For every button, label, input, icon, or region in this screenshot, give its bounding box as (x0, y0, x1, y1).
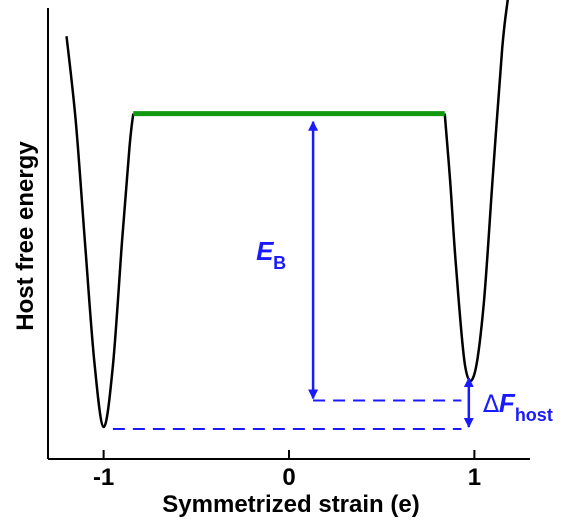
y-axis-label: Host free energy (12, 141, 39, 331)
x-ticks: -1 0 1 (93, 450, 481, 491)
x-tick-label: -1 (93, 464, 114, 491)
eb-label-main: E (256, 236, 274, 266)
delta-f-label-main: F (499, 388, 516, 418)
energy-curve-segment (443, 0, 509, 383)
eb-label-sub: B (273, 253, 286, 273)
delta-f-label-sub: host (515, 405, 553, 425)
axes (47, 8, 530, 460)
x-axis-label: Symmetrized strain (e) (162, 491, 419, 518)
x-tick-label: 1 (468, 464, 481, 491)
delta-symbol: Δ (483, 390, 500, 418)
energy-curve-segment (65, 36, 135, 429)
x-tick-label: 0 (282, 464, 295, 491)
plot-area (65, 0, 509, 429)
